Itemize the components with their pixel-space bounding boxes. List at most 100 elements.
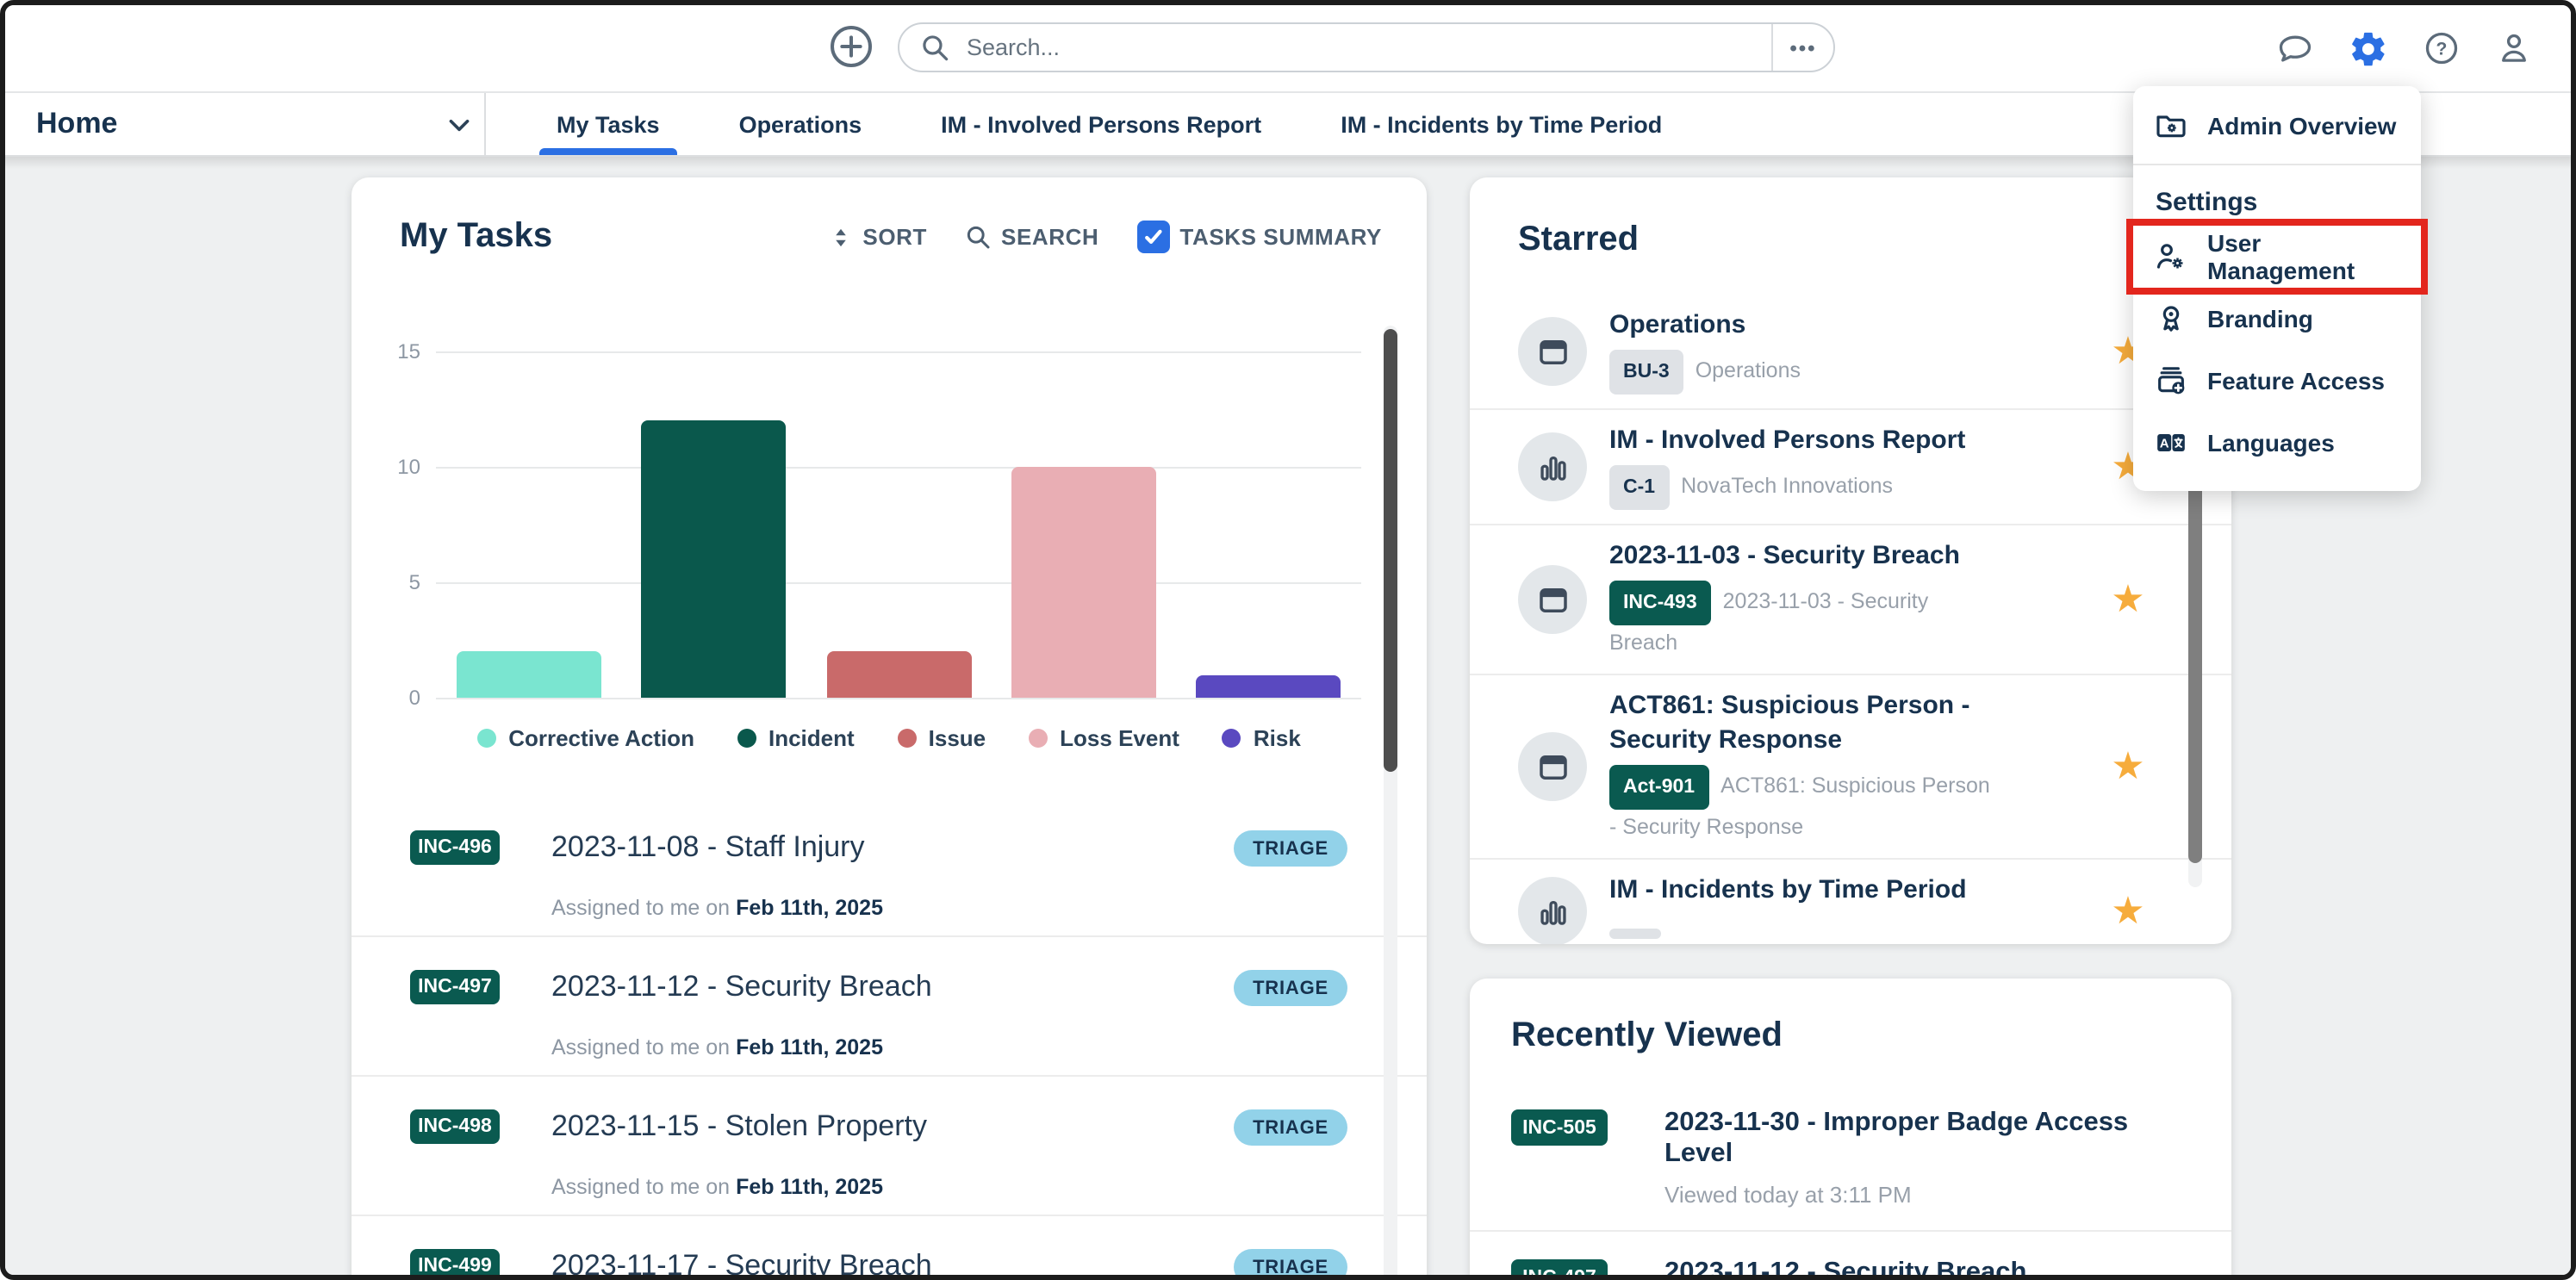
y-axis-tick: 15 [397,339,420,363]
tab-label: Operations [738,111,862,137]
tab-label: IM - Involved Persons Report [941,111,1262,137]
task-row[interactable]: INC-497 2023-11-12 - Security Breach TRIAG… [352,935,1427,1075]
medal-icon [2154,301,2188,336]
help-icon[interactable]: ? [2423,29,2461,67]
starred-item-act861-suspicious-person-security-response[interactable]: ACT861: Suspicious Person - Security Res… [1470,674,2231,858]
tab-im-incidents-by-time-period[interactable]: IM - Incidents by Time Period [1301,93,1702,155]
star-icon[interactable] [2111,748,2144,786]
legend-dot [477,729,497,748]
recently-viewed-title: Recently Viewed [1511,1016,1783,1054]
avatar [1518,432,1587,501]
menu-item-admin-overview[interactable]: Admin Overview [2133,95,2421,157]
task-row[interactable]: INC-499 2023-11-17 - Security Breach TRIAG… [352,1215,1427,1275]
starred-item-subrow [1609,915,2002,944]
avatar [1518,732,1587,801]
bar-risk[interactable] [1196,674,1341,698]
task-assigned-text: Assigned to me on Feb 11th, 2025 [551,1175,1182,1215]
bar-issue[interactable] [826,651,971,698]
search-more-button[interactable]: ••• [1771,24,1833,71]
task-row[interactable]: INC-496 2023-11-08 - Staff Injury TRIAGE As… [352,798,1427,935]
task-title: 2023-11-08 - Staff Injury [551,830,865,863]
chat-icon[interactable] [2276,29,2314,67]
tab-label: IM - Incidents by Time Period [1341,111,1663,137]
search-icon [920,33,949,62]
gridline [436,698,1361,699]
legend-item-corrective-action: Corrective Action [477,725,694,751]
tasks-summary-toggle[interactable]: TASKS SUMMARY [1136,221,1382,253]
top-icon-group: ? [2276,5,2533,91]
user-profile-icon[interactable] [2495,29,2533,67]
tab-im-involved-persons-report[interactable]: IM - Involved Persons Report [901,93,1301,155]
svg-text:A: A [2160,437,2169,451]
home-label: Home [36,107,118,140]
sort-button[interactable]: SORT [828,224,927,250]
bar-chart-icon [1534,893,1571,929]
browser-window-icon [1534,581,1571,618]
gear-icon[interactable] [2349,28,2388,68]
bar-corrective-action[interactable] [456,651,601,698]
starred-item-subrow: C-1 NovaTech Innovations [1609,465,2002,510]
recent-id-badge: INC-497 [1511,1259,1608,1275]
menu-item-languages[interactable]: A Languages [2133,412,2421,474]
task-id-badge: INC-499 [410,1249,500,1275]
starred-item-title: 2023-11-03 - Security Breach [1609,541,1960,570]
starred-item-text: ACT861: Suspicious Person - Security Res… [1609,689,2002,844]
checkbox-checked-icon [1136,221,1170,253]
search-tasks-button[interactable]: SEARCH [965,224,1098,250]
recently-viewed-item-2023-11-30-improper-badge-access-level[interactable]: INC-505 2023-11-30 - Improper Badge Acces… [1470,1082,2231,1230]
recent-item-title: 2023-11-30 - Improper Badge Access Level [1664,1108,2129,1168]
bar-chart-icon [1534,449,1571,485]
avatar [1518,877,1587,944]
star-icon[interactable] [2111,892,2144,930]
bar-loss-event[interactable] [1011,467,1156,698]
status-badge: TRIAGE [1234,830,1347,867]
assigned-date: Feb 11th, 2025 [736,1035,883,1059]
my-tasks-scrollbar-thumb[interactable] [1384,329,1397,772]
bar-incident[interactable] [641,420,787,698]
starred-scrollbar-thumb[interactable] [2188,474,2202,863]
tab-label: My Tasks [557,111,660,137]
task-list: INC-496 2023-11-08 - Staff Injury TRIAGE As… [352,798,1427,1275]
recently-viewed-item-2023-11-12-security-breach[interactable]: INC-497 2023-11-12 - Security BreachViewe… [1470,1230,2231,1275]
status-badge: TRIAGE [1234,1109,1347,1146]
legend-label: Risk [1253,725,1301,751]
recent-item-viewed: Viewed today at 3:11 PM [1664,1182,1912,1208]
legend-item-risk: Risk [1222,725,1301,751]
folder-gear-icon [2154,109,2188,143]
add-button[interactable] [829,24,874,69]
task-assigned-text: Assigned to me on Feb 11th, 2025 [551,1035,1182,1075]
tab-operations[interactable]: Operations [700,93,902,155]
home-dropdown[interactable]: Home [36,107,474,141]
status-badge: TRIAGE [1234,970,1347,1006]
starred-item-badge: INC-493 [1609,581,1711,625]
starred-item-subtitle: 2023-11-03 - Security Breach [1609,589,1929,655]
menu-item-user-management[interactable]: User Management [2126,219,2428,295]
gridline [436,351,1361,353]
menu-item-branding[interactable]: Branding [2133,288,2421,350]
starred-item-subtitle: Operations [1695,358,1801,383]
starred-item-im-involved-persons-report[interactable]: IM - Involved Persons Report C-1 NovaTech … [1470,408,2231,524]
starred-item-operations[interactable]: Operations BU-3 Operations [1470,295,2231,408]
menu-item-label: User Management [2207,229,2355,284]
settings-menu: Admin Overview Settings User Management B… [2126,86,2428,491]
archive-plus-icon [2154,363,2188,398]
sort-label: SORT [862,224,927,250]
starred-item-badge: Act-901 [1609,765,1709,810]
starred-item-2023-11-03-security-breach[interactable]: 2023-11-03 - Security Breach INC-493 2023-… [1470,524,2231,674]
my-tasks-controls: SORT SEARCH [828,221,1382,253]
starred-item-im-incidents-by-time-period[interactable]: IM - Incidents by Time Period [1470,858,2231,944]
tabs: My Tasks Operations IM - Involved Persons … [517,93,1702,155]
task-assigned-text: Assigned to me on Feb 11th, 2025 [551,896,1182,935]
assigned-date: Feb 11th, 2025 [736,896,883,920]
menu-item-feature-access[interactable]: Feature Access [2133,350,2421,412]
my-tasks-header: My Tasks SORT [352,177,1427,257]
y-axis-tick: 5 [408,570,420,594]
search-input[interactable] [963,33,1771,62]
tab-my-tasks[interactable]: My Tasks [517,93,700,155]
legend-label: Corrective Action [508,725,694,751]
starred-item-subtitle: NovaTech Innovations [1681,474,1894,499]
task-row[interactable]: INC-498 2023-11-15 - Stolen Property TRIAG… [352,1075,1427,1215]
star-icon[interactable] [2111,581,2144,618]
recent-item-text: 2023-11-12 - Security BreachViewed today… [1664,1258,2197,1275]
